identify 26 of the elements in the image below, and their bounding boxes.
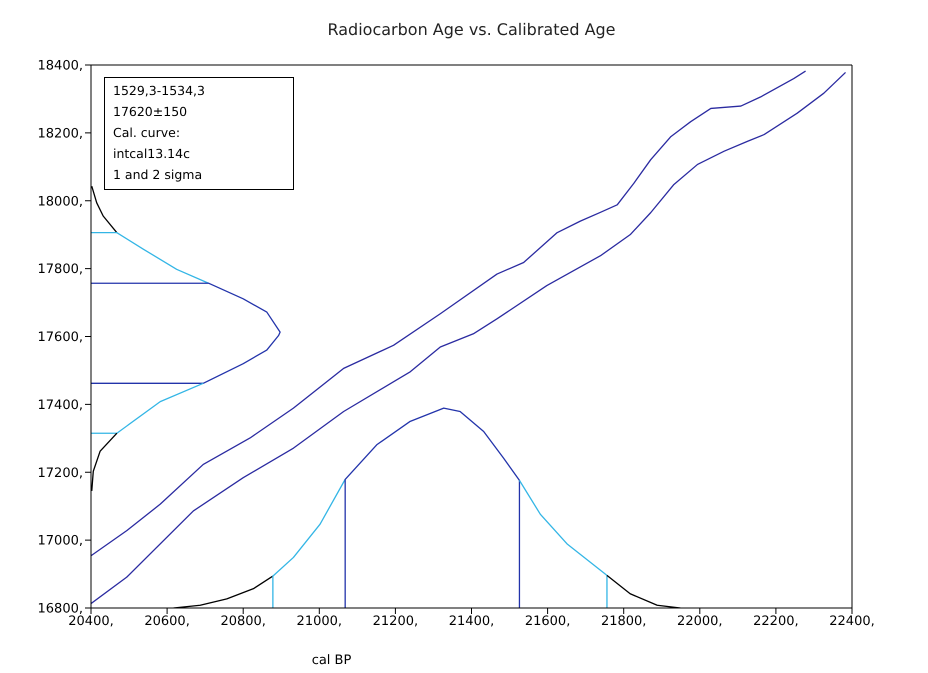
y-tick-label: 17400, — [38, 398, 83, 413]
x-tick-label: 21000, — [296, 614, 342, 630]
x-tick-label: 20600, — [144, 614, 190, 630]
x-tick-label: 20800, — [220, 614, 266, 630]
x-tick-label: 21800, — [600, 614, 646, 630]
annotation: Cal. curve: — [113, 124, 182, 142]
y-tick-label: 17200, — [38, 466, 83, 481]
x-tick-label: 22400, — [829, 614, 875, 630]
x-tick-label: 21600, — [524, 614, 570, 630]
annotation: intcal13.14c — [113, 145, 191, 163]
annotation: 1529,3-1534,3 — [113, 82, 206, 100]
y-tick-label: 18000, — [38, 194, 83, 210]
x-tick-label: 22200, — [753, 614, 799, 630]
x-tick-label: 22000, — [677, 614, 723, 630]
y-tick-label: 17600, — [38, 330, 83, 346]
y-tick-label: 17800, — [38, 262, 83, 278]
y-tick-label: 17000, — [38, 534, 83, 549]
annotation: 1 and 2 sigma — [113, 166, 204, 184]
chart-title: Radiocarbon Age vs. Calibrated Age — [326, 20, 617, 39]
x-tick-label: 20400, — [68, 614, 114, 630]
x-axis-title: cal BP — [312, 653, 352, 668]
y-tick-label: 18400, — [38, 58, 83, 74]
x-tick-label: 21200, — [372, 614, 418, 630]
y-tick-label: 18200, — [38, 126, 83, 142]
x-tick-label: 21400, — [448, 614, 494, 630]
annotation: 17620±150 — [113, 103, 188, 121]
